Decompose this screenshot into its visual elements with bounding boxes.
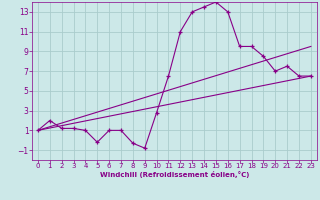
X-axis label: Windchill (Refroidissement éolien,°C): Windchill (Refroidissement éolien,°C): [100, 171, 249, 178]
